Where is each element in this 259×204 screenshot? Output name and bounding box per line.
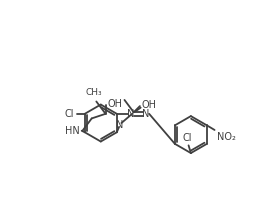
Text: Cl: Cl: [182, 133, 192, 143]
Text: CH₃: CH₃: [86, 88, 102, 97]
Text: HN: HN: [66, 126, 80, 136]
Text: N: N: [127, 109, 134, 119]
Text: NO₂: NO₂: [217, 132, 236, 142]
Text: N: N: [142, 109, 150, 119]
Text: OH: OH: [141, 100, 156, 110]
Text: N: N: [116, 120, 124, 130]
Text: OH: OH: [108, 99, 123, 109]
Text: Cl: Cl: [64, 109, 74, 119]
